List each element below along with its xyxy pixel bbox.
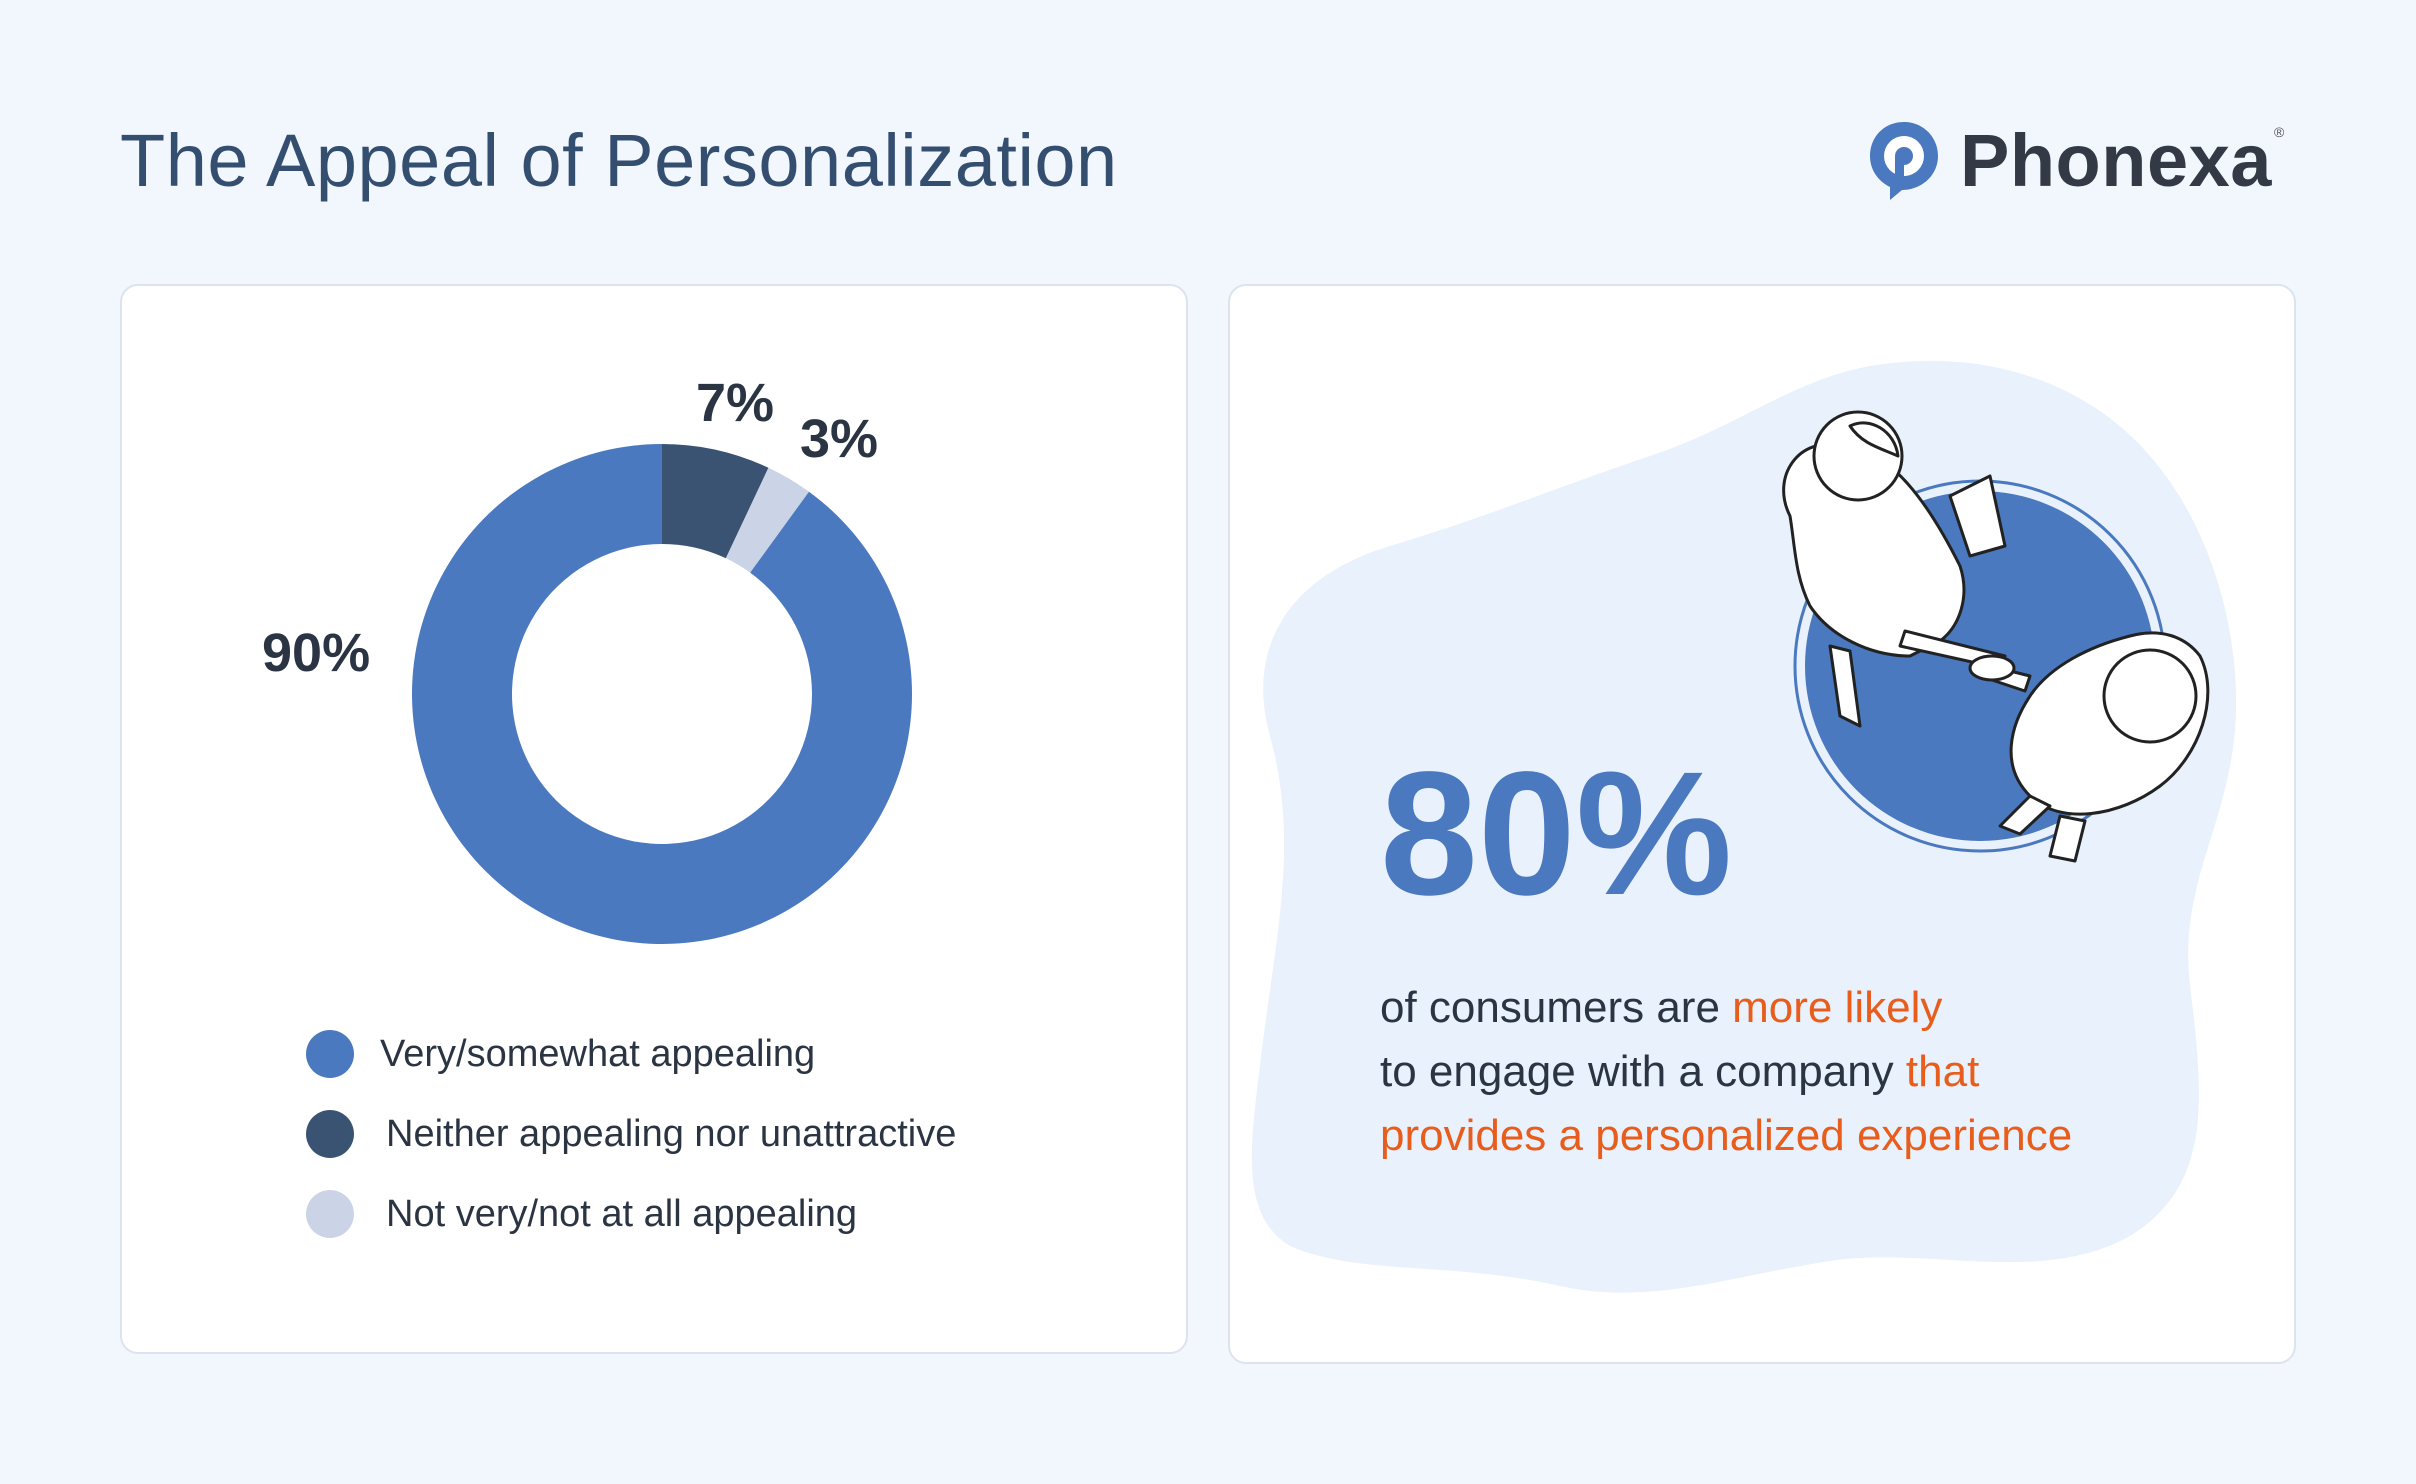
value-label-neither: 7% <box>696 373 775 433</box>
legend-swatch <box>306 1110 354 1158</box>
slice-very-appealing <box>412 444 912 944</box>
legend-swatch <box>306 1030 354 1078</box>
handshake-illustration <box>1782 410 2210 863</box>
legend-item: Very/somewhat appealing <box>306 1014 956 1094</box>
legend-label: Very/somewhat appealing <box>380 1032 816 1075</box>
page-title: The Appeal of Personalization <box>120 119 1118 202</box>
statistic-card: 80% of consumers are more likely to enga… <box>1228 284 2296 1364</box>
legend-item: Not very/not at all appealing <box>306 1174 956 1254</box>
legend-label: Neither appealing nor unattractive <box>386 1112 957 1155</box>
donut-chart-card: 90% 7% 3% Very/somewhat appealing Neithe… <box>120 284 1188 1354</box>
legend-swatch <box>306 1190 354 1238</box>
slice-neither <box>662 444 769 559</box>
stat-description: of consumers are more likely to engage w… <box>1380 976 2072 1168</box>
value-label-not-appealing: 3% <box>800 409 879 469</box>
brand-logo[interactable]: Phonexa ® <box>1866 118 2284 204</box>
legend-label: Not very/not at all appealing <box>386 1192 858 1235</box>
registered-mark: ® <box>2273 124 2285 140</box>
logo-text: Phonexa <box>1960 119 2272 202</box>
stat-text: of consumers are <box>1380 983 1733 1032</box>
stat-highlight: that <box>1905 1047 1980 1096</box>
stat-text: to engage with a company <box>1380 1047 1906 1096</box>
value-label-very-appealing: 90% <box>262 623 371 683</box>
chart-legend: Very/somewhat appealing Neither appealin… <box>306 1014 956 1254</box>
phonexa-logo-icon <box>1870 122 1938 200</box>
stat-highlight: more likely <box>1732 983 1943 1032</box>
legend-item: Neither appealing nor unattractive <box>306 1094 956 1174</box>
slice-not-appealing <box>725 467 809 573</box>
stat-value: 80% <box>1380 736 1733 932</box>
stat-line-2: to engage with a company that <box>1380 1040 2072 1104</box>
donut-chart <box>412 444 912 944</box>
stat-line-1: of consumers are more likely <box>1380 976 2072 1040</box>
stat-line-3: provides a personalized experience <box>1380 1111 2073 1160</box>
